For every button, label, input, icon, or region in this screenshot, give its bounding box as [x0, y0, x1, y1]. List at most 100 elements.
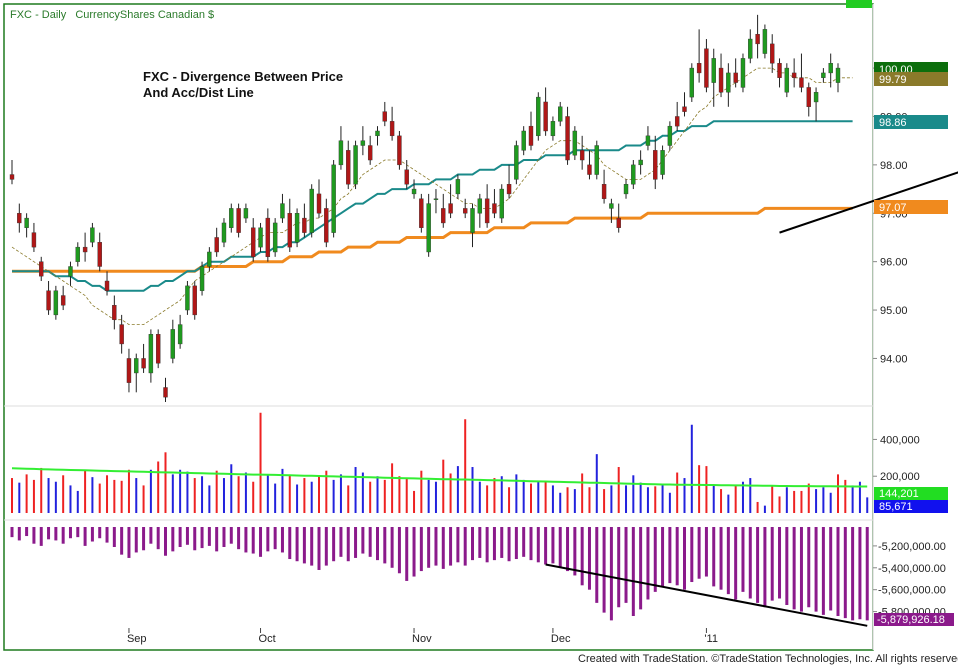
candle-body	[484, 198, 490, 224]
candle-body	[258, 227, 263, 248]
candle	[31, 222, 37, 252]
candle-body	[346, 150, 351, 185]
candle-body	[821, 72, 826, 78]
ma-short-value-label: 99.79	[879, 74, 907, 86]
candle	[601, 169, 607, 204]
candle-body	[272, 222, 278, 253]
candle	[433, 189, 439, 214]
candle	[470, 203, 475, 248]
volume-value-box	[874, 500, 948, 513]
candle-body	[455, 179, 461, 195]
candle-body	[550, 121, 556, 137]
candle-body	[360, 140, 366, 146]
ma-long-value-box	[874, 200, 948, 214]
volume-value-label: 85,671	[879, 501, 913, 513]
candle-body	[192, 285, 197, 316]
candle-body	[338, 140, 344, 166]
candle-body	[236, 208, 241, 233]
chart-header: FXC - Daily CurrencyShares Canadian $	[10, 9, 214, 21]
candle-body	[155, 334, 161, 364]
candle-body	[536, 96, 541, 137]
candle	[748, 29, 753, 64]
volume-ma-value-box	[874, 487, 948, 500]
candle-body	[97, 242, 102, 267]
candle-body	[726, 72, 731, 93]
candle	[258, 222, 263, 252]
candle-body	[645, 135, 651, 146]
scroll-indicator[interactable]	[846, 0, 872, 8]
annotation-text: FXC - Divergence Between Price And Acc/D…	[143, 69, 343, 101]
candle	[251, 218, 256, 262]
candle	[704, 39, 709, 93]
candle	[514, 140, 519, 185]
candle	[192, 281, 197, 320]
candle-body	[506, 184, 512, 195]
candle	[134, 353, 139, 393]
candle	[126, 348, 132, 393]
candle-body	[791, 72, 797, 78]
volume-ma-line	[11, 467, 868, 488]
candle	[375, 126, 380, 146]
candle	[265, 208, 271, 262]
candle	[353, 140, 358, 190]
candle-body	[251, 227, 256, 258]
volume-axis-label: 400,000	[880, 434, 920, 446]
candle	[492, 189, 497, 219]
candle-body	[134, 358, 139, 374]
candle	[411, 179, 417, 199]
candle	[104, 271, 110, 296]
candle	[426, 193, 431, 257]
candle-body	[441, 208, 446, 224]
interval-label: Daily	[41, 9, 67, 21]
candle-body	[528, 125, 534, 146]
candle-body	[674, 116, 680, 127]
candle-body	[185, 285, 190, 311]
candle-body	[199, 266, 205, 291]
candle-body	[163, 387, 168, 398]
candle	[39, 256, 44, 282]
ma-short-value-box	[874, 72, 948, 86]
candle	[280, 193, 285, 223]
candle	[148, 329, 154, 383]
candle	[631, 160, 636, 190]
candle-body	[660, 150, 665, 175]
candle-body	[397, 135, 402, 166]
candle-body	[565, 116, 570, 161]
candle-body	[718, 67, 724, 93]
acc-dist-trendline[interactable]	[545, 563, 868, 627]
candle	[185, 281, 190, 315]
axis-panel: 94.0095.0096.0097.0098.0099.00100.00100.…	[4, 62, 954, 645]
candle	[97, 232, 102, 272]
candle	[565, 106, 570, 165]
annotation-line-1: FXC - Divergence Between Price	[143, 69, 344, 84]
candle-body	[119, 324, 124, 345]
candle-body	[126, 358, 132, 383]
candle-body	[623, 184, 629, 195]
candle-body	[499, 188, 504, 219]
candle	[82, 232, 88, 262]
candle	[777, 58, 782, 88]
candle	[616, 203, 621, 233]
candle-body	[696, 63, 702, 74]
price-trendline[interactable]	[779, 102, 958, 234]
candle-body	[813, 92, 819, 103]
candle	[755, 14, 760, 59]
candle	[726, 63, 731, 107]
price-axis-label: 94.00	[880, 353, 908, 365]
description-label: CurrencyShares Canadian $	[75, 9, 215, 21]
candle-body	[682, 106, 687, 112]
candle-body	[470, 208, 475, 233]
candle	[324, 198, 329, 248]
candle	[68, 261, 73, 286]
candle	[346, 140, 351, 190]
candle	[294, 208, 300, 248]
candle	[521, 126, 526, 156]
ma-mid-value-label: 98.86	[879, 117, 907, 129]
candle-body	[46, 290, 51, 311]
candle	[528, 111, 534, 151]
candle	[696, 29, 702, 83]
candle	[214, 227, 219, 257]
candle-body	[572, 130, 578, 156]
symbol-label: FXC	[10, 9, 32, 21]
